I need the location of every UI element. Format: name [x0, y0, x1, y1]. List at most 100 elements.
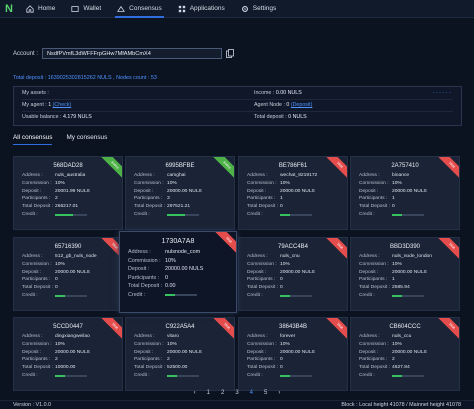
node-card-row-total-deposit: Total Deposit :266217.01	[22, 203, 122, 211]
node-card-key: Commission :	[134, 341, 164, 347]
node-card-value: 1	[392, 277, 395, 283]
settings-icon	[241, 5, 248, 12]
nav-item-home[interactable]: Home	[18, 0, 63, 18]
node-card-key: Credit :	[134, 372, 150, 378]
node-card-key: Total Deposit :	[128, 283, 163, 290]
node-card-key: Participants :	[22, 277, 51, 283]
page-3[interactable]: 3	[235, 390, 239, 396]
node-card-row-credit: Credit :	[359, 292, 459, 300]
node-card-row-participants: Participants : 2	[22, 195, 122, 203]
node-card[interactable]: 568DAD28 Active Address : nuls_australia Com…	[13, 156, 123, 230]
node-card-row-credit: Credit :	[247, 292, 347, 300]
nav-item-settings[interactable]: Settings	[233, 0, 285, 18]
node-card-value: 2	[55, 196, 58, 202]
node-card-value: 4627.84	[392, 365, 410, 371]
node-card[interactable]: 65716390 Wait Address :512_gb_nuls_node Com…	[13, 237, 123, 311]
pagination-prev[interactable]: ‹	[193, 390, 196, 396]
copy-icon[interactable]	[226, 49, 234, 58]
consensus-icon	[117, 5, 126, 12]
node-card-row-total-deposit: Total Deposit :0	[247, 284, 347, 292]
node-card-title: BE786F61	[278, 163, 308, 169]
node-card-key: Total Deposit :	[22, 365, 53, 371]
node-card-row-commission: Commission :10%	[359, 261, 459, 269]
node-card-row-credit: Credit :	[22, 292, 122, 300]
node-card-key: Address :	[22, 334, 43, 339]
node-card-row-address: Address : forever	[247, 333, 347, 341]
node-card-key: Deposit :	[22, 349, 42, 355]
node-card[interactable]: C922A5A4 Wait Address : vitaro Commission :1…	[125, 317, 235, 391]
node-card-key: Address :	[22, 254, 43, 259]
node-card-key: Deposit :	[22, 188, 42, 194]
node-card-value: 0	[392, 204, 395, 210]
node-card-row-address: Address : nuls_cnu	[247, 253, 347, 261]
pagination-next[interactable]: ›	[278, 390, 281, 396]
node-card-row-deposit: Deposit : 20000.00 NULS	[359, 269, 459, 277]
node-card-key: Address :	[247, 334, 268, 339]
node-card[interactable]: 6995BFBE Active Address : camghai Commission…	[125, 156, 235, 230]
node-card-row-address: Address : nuls_ccu	[359, 333, 459, 341]
node-card-key: Credit :	[359, 372, 375, 378]
node-card[interactable]: CB604CCC Wait Address : nuls_ccu Commission …	[350, 317, 460, 391]
tab-my-consensus[interactable]: My consensus	[66, 134, 108, 141]
node-card-key: Credit :	[247, 372, 263, 378]
node-card-title: BBD3D390	[389, 244, 421, 250]
node-card-value: 0	[280, 365, 283, 371]
nav-item-wallet[interactable]: Wallet	[63, 0, 109, 18]
credit-bar-fill	[167, 374, 177, 377]
node-card[interactable]: BBD3D390 Wait Address : nuls_node_london Com…	[350, 237, 460, 311]
summary-dashes: - - - - - -	[432, 90, 451, 96]
total-deposit-value: 0 NULS	[288, 114, 307, 120]
node-card-row-total-deposit: Total Deposit :0	[247, 364, 347, 372]
nav-item-applications[interactable]: Applications	[170, 0, 233, 18]
account-select[interactable]: NsdfPVmfL3dWFFFrpGHw7MfAMbCmX4	[42, 48, 223, 59]
node-card-row-commission: Commission :10%	[22, 341, 122, 349]
node-card-key: Total Deposit :	[247, 204, 278, 210]
node-card-key: Deposit :	[247, 188, 267, 194]
node-card-row-total-deposit: Total Deposit :297521.21	[134, 203, 234, 211]
node-card-value: 0	[55, 277, 58, 283]
node-card[interactable]: 79ACC4B4 Wait Address : nuls_cnu Commission …	[238, 237, 348, 311]
node-card-key: Commission :	[247, 341, 277, 347]
tab-all-consensus[interactable]: All consensus	[13, 134, 53, 145]
node-card-value: 2	[55, 357, 58, 363]
node-card-row-participants: Participants : 0	[22, 276, 122, 284]
deposit-link[interactable]: (Deposit)	[290, 102, 313, 108]
node-card-row-credit: Credit :	[134, 372, 234, 380]
node-card-value: 20000.00 NULS	[392, 269, 427, 275]
node-card[interactable]: 2A757410 Wait Address : binance Commission :…	[350, 156, 460, 230]
total-deposit-label: Total deposit :	[254, 114, 287, 120]
node-card-value: 0	[280, 204, 283, 210]
agent-node-row: Agent Node : 0 (Deposit)	[254, 102, 312, 108]
page-2[interactable]: 2	[220, 390, 225, 396]
node-card-key: Total Deposit :	[359, 204, 390, 210]
node-card-key: Participants :	[247, 196, 276, 202]
node-card-key: Address :	[134, 173, 155, 178]
page-5[interactable]: 5	[264, 390, 268, 396]
node-card-row-credit: Credit :	[128, 291, 236, 300]
node-card-value: 0	[280, 357, 283, 363]
consensus-tabs: All consensus My consensus	[13, 134, 107, 145]
node-card-value: 2	[167, 357, 170, 363]
node-card-key: Deposit :	[134, 349, 154, 355]
credit-bar-fill	[167, 213, 185, 216]
node-card[interactable]: 38643B4B Wait Address : forever Commission :…	[238, 317, 348, 391]
node-card[interactable]: BE786F61 Wait Address : wechat_8219172 Commi…	[238, 156, 348, 230]
node-card-row-address: Address : nuls_node_london	[359, 253, 459, 261]
node-card-value: 2	[392, 357, 395, 363]
node-card-value: 10%	[280, 261, 290, 267]
node-card-value: wechat_8219172	[280, 173, 318, 178]
nav-item-consensus[interactable]: Consensus	[109, 0, 170, 18]
page-1[interactable]: 1	[206, 390, 210, 396]
page-4[interactable]: 4	[249, 390, 254, 396]
node-card[interactable]: 5CCD0447 Wait Address : dingxiangweilao Comm…	[13, 317, 123, 391]
node-card-key: Participants :	[359, 196, 388, 202]
node-card-row-deposit: Deposit : 20000.00 NULS	[359, 188, 459, 196]
nav-label-settings: Settings	[252, 5, 277, 12]
node-card-key: Credit :	[247, 211, 263, 217]
check-link[interactable]: (Check)	[52, 102, 72, 108]
node-card-row-deposit: Deposit : 20001.99 NULS	[22, 188, 122, 196]
node-card[interactable]: 1730A7A8 Wait Address : nulsnode_com Commiss…	[119, 231, 237, 313]
node-card-key: Participants :	[247, 357, 276, 363]
node-card-row-address: Address : nulsnode_com	[128, 248, 236, 257]
node-card-key: Participants :	[359, 357, 388, 363]
